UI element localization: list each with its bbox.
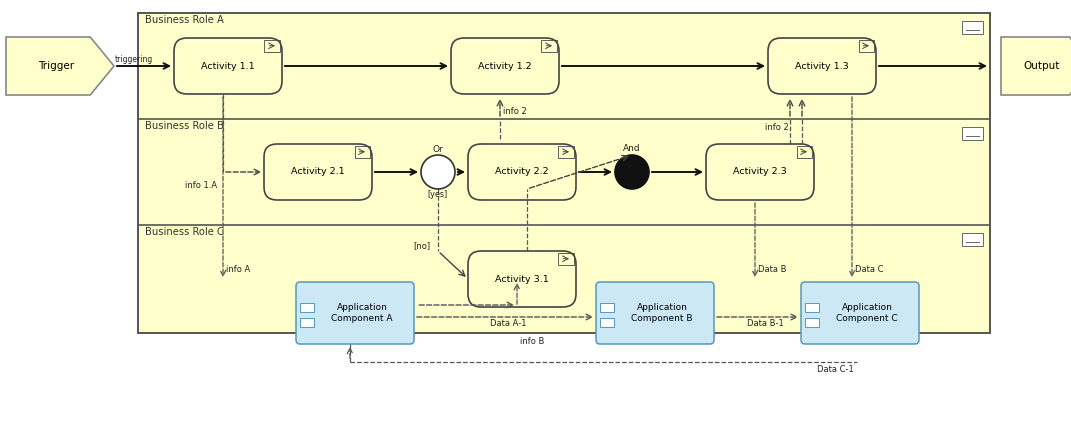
FancyBboxPatch shape bbox=[263, 144, 372, 200]
Bar bbox=[300, 318, 315, 326]
Text: Activity 1.3: Activity 1.3 bbox=[795, 61, 849, 71]
Text: [yes]: [yes] bbox=[428, 190, 448, 199]
Text: info 2: info 2 bbox=[503, 107, 527, 116]
Bar bbox=[300, 303, 315, 311]
Text: Activity 2.2: Activity 2.2 bbox=[495, 168, 548, 176]
Bar bbox=[859, 40, 874, 52]
Text: Data C-1: Data C-1 bbox=[817, 365, 854, 374]
Bar bbox=[805, 303, 819, 311]
Text: Business Role C: Business Role C bbox=[145, 227, 224, 237]
Bar bbox=[558, 253, 574, 265]
FancyBboxPatch shape bbox=[468, 144, 576, 200]
Text: Business Role B: Business Role B bbox=[145, 121, 224, 131]
Text: Activity 2.1: Activity 2.1 bbox=[291, 168, 345, 176]
Text: triggering: triggering bbox=[115, 55, 153, 64]
Text: Or: Or bbox=[433, 145, 443, 154]
FancyBboxPatch shape bbox=[768, 38, 876, 94]
Text: Data B: Data B bbox=[758, 265, 786, 274]
Text: info 1.A: info 1.A bbox=[185, 181, 217, 190]
Bar bbox=[542, 40, 557, 52]
Text: Trigger: Trigger bbox=[37, 61, 74, 71]
Bar bbox=[600, 303, 615, 311]
Text: [no]: [no] bbox=[413, 241, 431, 250]
Text: Activity 3.1: Activity 3.1 bbox=[495, 274, 548, 284]
Circle shape bbox=[421, 155, 455, 189]
Text: Data B-1: Data B-1 bbox=[748, 319, 784, 328]
FancyBboxPatch shape bbox=[595, 282, 714, 344]
Bar bbox=[805, 318, 819, 326]
FancyBboxPatch shape bbox=[451, 38, 559, 94]
Text: Activity 2.3: Activity 2.3 bbox=[734, 168, 787, 176]
Text: Application
Component B: Application Component B bbox=[631, 303, 693, 323]
FancyBboxPatch shape bbox=[706, 144, 814, 200]
Text: Data A-1: Data A-1 bbox=[491, 319, 527, 328]
Text: Data C: Data C bbox=[855, 265, 884, 274]
FancyBboxPatch shape bbox=[801, 282, 919, 344]
Text: Application
Component C: Application Component C bbox=[836, 303, 897, 323]
Bar bbox=[962, 21, 983, 34]
Bar bbox=[600, 318, 615, 326]
Text: Activity 1.2: Activity 1.2 bbox=[478, 61, 532, 71]
FancyBboxPatch shape bbox=[296, 282, 414, 344]
Bar bbox=[962, 127, 983, 140]
Bar bbox=[355, 146, 369, 157]
Text: info 2: info 2 bbox=[765, 123, 788, 132]
Text: Activity 1.1: Activity 1.1 bbox=[201, 61, 255, 71]
Text: Application
Component A: Application Component A bbox=[331, 303, 393, 323]
Bar bbox=[558, 146, 574, 157]
Bar bbox=[962, 233, 983, 246]
Polygon shape bbox=[1001, 37, 1071, 95]
Text: info B: info B bbox=[521, 337, 544, 346]
Polygon shape bbox=[6, 37, 114, 95]
Bar bbox=[265, 40, 280, 52]
FancyBboxPatch shape bbox=[174, 38, 282, 94]
Text: info A: info A bbox=[226, 265, 251, 274]
Text: Business Role A: Business Role A bbox=[145, 15, 224, 25]
Bar bbox=[797, 146, 812, 157]
Text: Output: Output bbox=[1023, 61, 1059, 71]
Circle shape bbox=[615, 155, 649, 189]
FancyBboxPatch shape bbox=[468, 251, 576, 307]
Bar bbox=[138, 13, 990, 333]
Text: And: And bbox=[623, 144, 640, 153]
